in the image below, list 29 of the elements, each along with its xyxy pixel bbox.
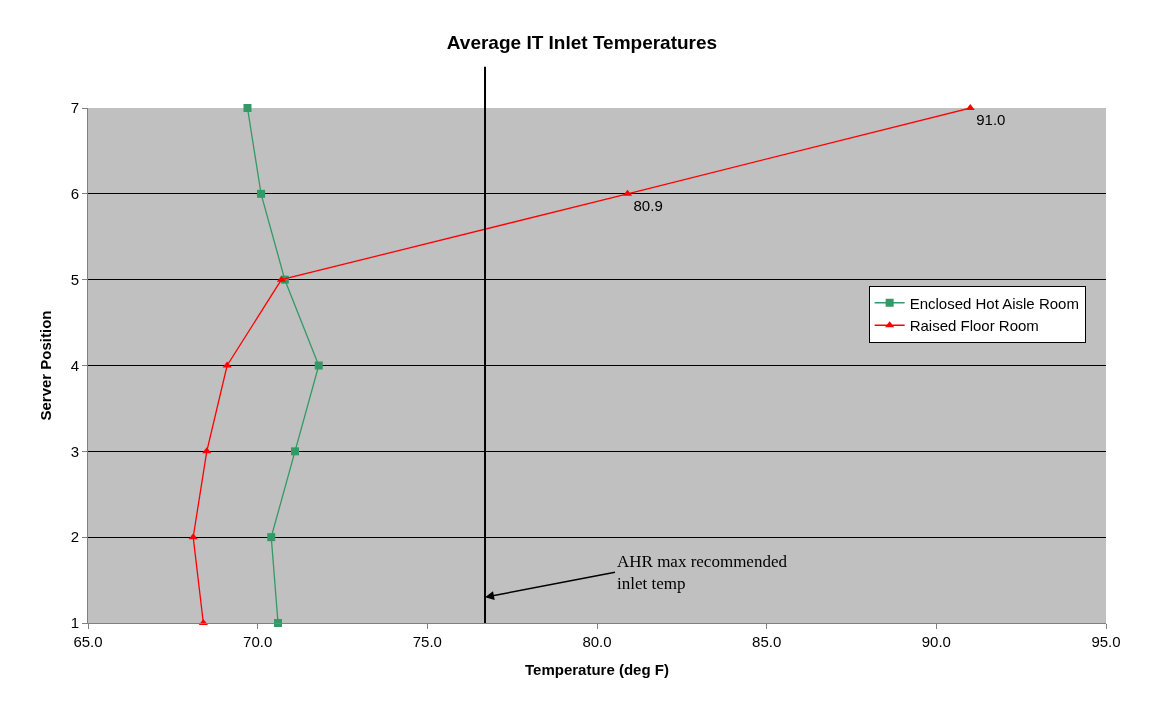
y-axis-title: Server Position — [36, 310, 54, 421]
y-tick-label: 6 — [70, 185, 79, 203]
x-axis-title: Temperature (deg F) — [525, 661, 669, 678]
y-tick-label: 5 — [70, 270, 79, 288]
y-tick-label: 1 — [70, 614, 79, 632]
x-tick-label: 75.0 — [412, 633, 442, 650]
legend-label: Raised Floor Room — [909, 317, 1039, 335]
chart-title: Average IT Inlet Temperatures — [446, 32, 718, 54]
x-tick-label: 90.0 — [921, 633, 951, 650]
y-tick-label: 2 — [70, 528, 79, 546]
point — [314, 361, 323, 370]
x-tick-label: 85.0 — [752, 633, 782, 650]
point — [267, 533, 276, 542]
point — [222, 361, 232, 368]
data-label: 80.9 — [633, 197, 663, 215]
point — [290, 447, 299, 456]
y-tick-label: 7 — [70, 99, 79, 117]
x-tick-label: 70.0 — [243, 633, 273, 650]
legend-label: Enclosed Hot Aisle Room — [909, 294, 1079, 312]
x-tick-label: 95.0 — [1091, 633, 1121, 650]
y-tick-label: 3 — [70, 442, 79, 460]
x-tick-label: 65.0 — [73, 633, 103, 650]
point — [257, 189, 266, 198]
point — [243, 104, 252, 112]
point — [188, 533, 198, 540]
ref-line-label: AHR max recommended inlet temp — [617, 552, 788, 594]
x-tick-label: 80.0 — [582, 633, 612, 650]
y-tick-label: 4 — [70, 356, 79, 374]
data-label: 91.0 — [976, 111, 1006, 129]
